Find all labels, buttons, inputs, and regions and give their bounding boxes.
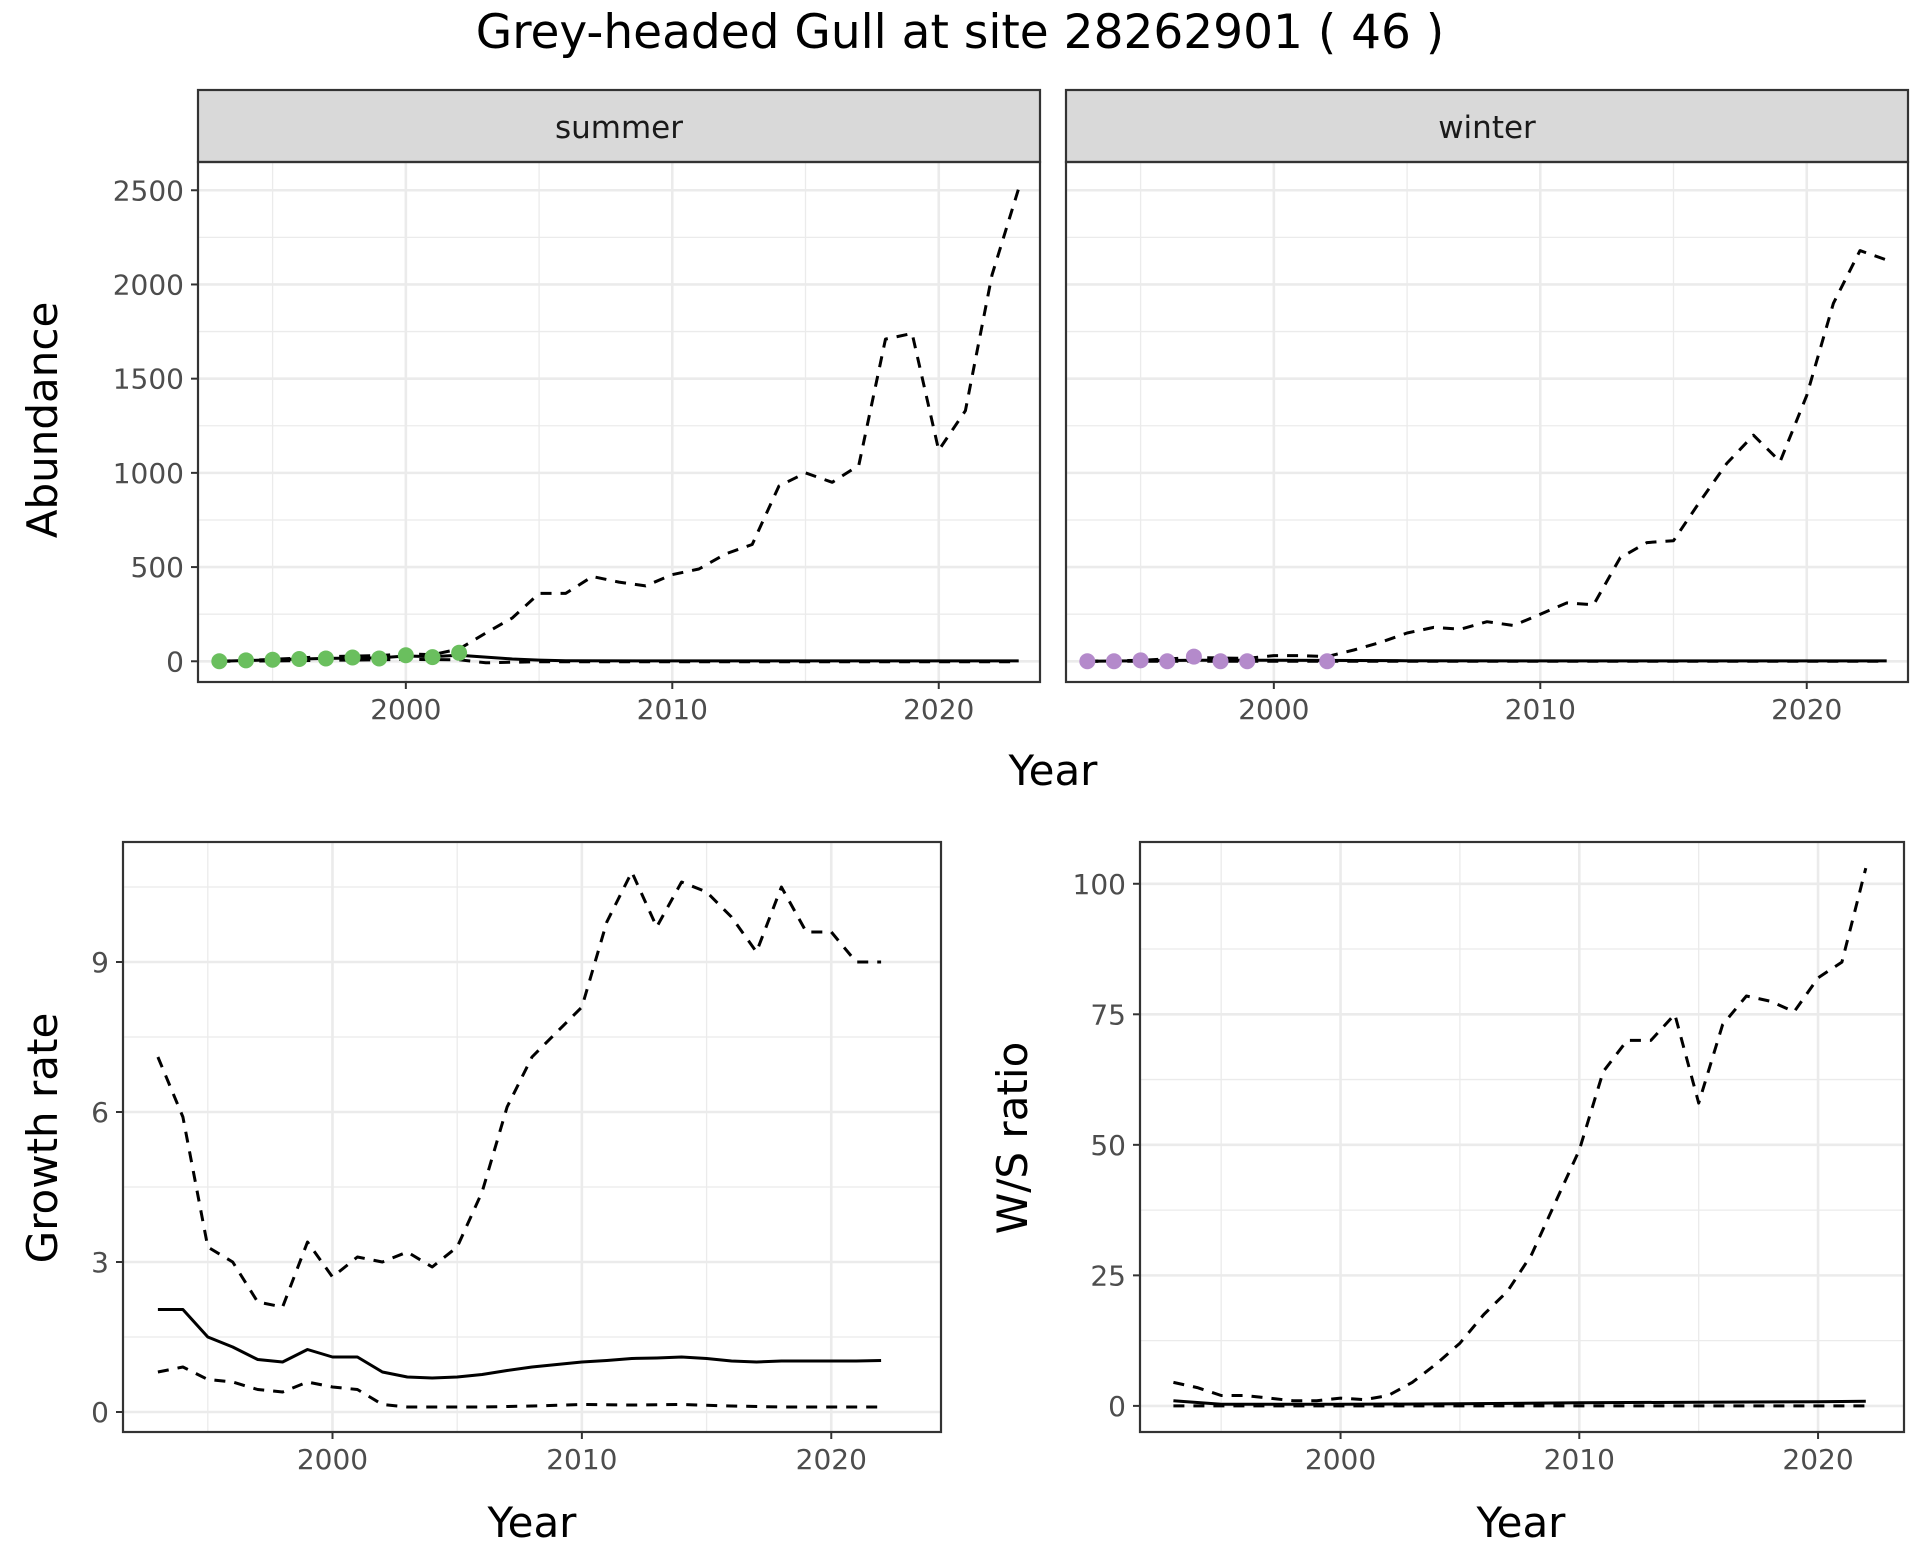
observed-point (1132, 652, 1149, 669)
y-tick-label: 100 (1073, 868, 1126, 901)
chart-title: Grey-headed Gull at site 28262901 ( 46 ) (476, 5, 1444, 60)
strip-winter-bg (1066, 90, 1908, 162)
y-tick-label: 3 (91, 1246, 109, 1279)
panel-border (1138, 840, 1906, 1434)
x-tick-label: 2010 (1544, 1443, 1615, 1476)
solid-line-0 (1087, 658, 1887, 663)
y-tick-label: 2500 (113, 174, 184, 207)
x-tick-label: 2020 (1782, 1443, 1853, 1476)
ratio-y-axis-title: W/S ratio (988, 1042, 1037, 1235)
x-tick-label: 2010 (637, 693, 708, 726)
observed-point (237, 652, 254, 669)
y-tick-label: 1000 (113, 457, 184, 490)
strip-border (196, 88, 1042, 164)
observed-point (1079, 653, 1096, 670)
observed-point (1185, 648, 1202, 665)
x-tick-label: 2010 (1505, 693, 1576, 726)
dashed-line-2 (219, 657, 1019, 665)
y-tick-label: 50 (1090, 1129, 1126, 1162)
observed-point (264, 651, 281, 668)
y-tick-label: 1500 (113, 363, 184, 396)
growth-x-axis-title: Year (487, 1498, 578, 1547)
plot-growth: 2000 2010 2020 0 3 6 9 (91, 840, 943, 1476)
panel-border (121, 840, 943, 1434)
y-tick-label: 9 (91, 946, 109, 979)
strip-summer-bg (198, 90, 1040, 162)
panel-summer: summer 2000 2010 2020 0 500 1000 1500 2000 2500 (113, 90, 1042, 726)
x-tick-label: 2010 (546, 1443, 617, 1476)
dashed-line-1 (219, 187, 1021, 663)
dashed-line-1 (1087, 249, 1888, 663)
observed-point (1105, 653, 1122, 670)
x-tick-label: 2020 (903, 693, 974, 726)
x-tick-label: 2020 (796, 1443, 867, 1476)
x-tick-label: 2000 (370, 693, 441, 726)
y-tick-label: 75 (1090, 998, 1126, 1031)
x-tick-label: 2000 (1305, 1443, 1376, 1476)
y-tick-label: 500 (131, 551, 184, 584)
dashed-line-2 (157, 1365, 882, 1409)
ratio-x-axis-title: Year (1476, 1498, 1567, 1547)
y-tick-label: 2000 (113, 268, 184, 301)
dashed-line-1 (156, 870, 882, 1309)
observed-point (1319, 653, 1336, 670)
top-y-axis-title: Abundance (18, 302, 67, 539)
observed-point (291, 651, 308, 668)
y-tick-label: 0 (166, 645, 184, 678)
observed-point (451, 644, 468, 661)
y-tick-label: 6 (91, 1096, 109, 1129)
strip-winter-label: winter (1438, 110, 1536, 146)
observed-point (424, 649, 441, 666)
observed-point (344, 649, 361, 666)
plot-summer: 2000 2010 2020 0 500 1000 1500 2000 2500 (113, 160, 1042, 726)
observed-point (317, 650, 334, 667)
solid-line-0 (1173, 1399, 1866, 1406)
observed-point (1239, 653, 1256, 670)
solid-line-0 (157, 1308, 882, 1380)
observed-point (1212, 653, 1229, 670)
observed-point (1159, 653, 1176, 670)
y-tick-label: 0 (91, 1396, 109, 1429)
x-tick-label: 2000 (1238, 693, 1309, 726)
plot-ratio: 2000 2010 2020 0 25 50 75 100 (1073, 840, 1906, 1476)
observed-point (397, 647, 414, 664)
observed-point (371, 650, 388, 667)
top-x-axis-title: Year (1008, 746, 1099, 795)
y-tick-label: 25 (1090, 1259, 1126, 1292)
x-tick-label: 2000 (297, 1443, 368, 1476)
x-tick-label: 2020 (1771, 693, 1842, 726)
observed-point (211, 653, 228, 670)
strip-summer-label: summer (555, 110, 683, 146)
strip-border (1064, 88, 1910, 164)
y-tick-label: 0 (1108, 1390, 1126, 1423)
growth-y-axis-title: Growth rate (18, 1013, 67, 1264)
